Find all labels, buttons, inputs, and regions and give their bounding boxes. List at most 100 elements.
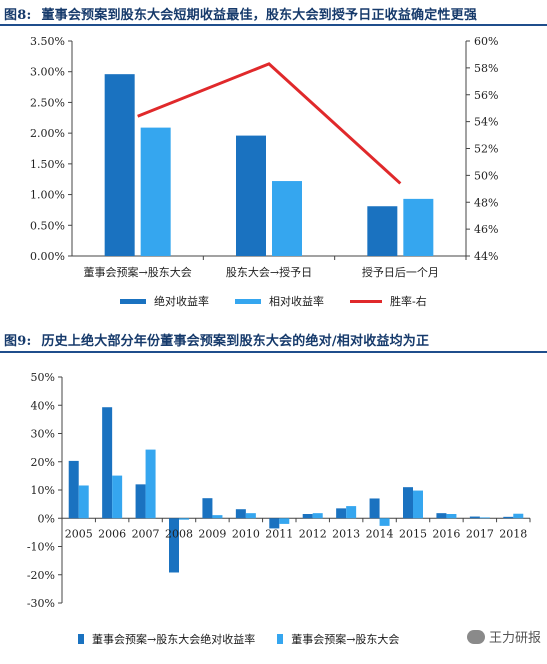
x-tick-label: 2013 bbox=[332, 527, 360, 540]
x-tick-label: 2015 bbox=[399, 527, 427, 540]
bar-relative-return bbox=[479, 517, 490, 519]
legend-rel-label: 相对收益率 bbox=[269, 295, 324, 308]
y-left-tick-label: 2.50% bbox=[30, 96, 65, 109]
watermark-text: 王力研报 bbox=[488, 631, 541, 646]
bar-absolute-return bbox=[403, 487, 413, 519]
bar-relative-return bbox=[312, 513, 323, 519]
bar-relative-return bbox=[379, 518, 390, 526]
bar-absolute-return bbox=[436, 513, 447, 519]
y-right-tick-label: 50% bbox=[474, 169, 498, 182]
y-left-tick-label: 3.00% bbox=[30, 66, 65, 79]
y-tick-label: -20% bbox=[27, 569, 55, 582]
y-right-tick-label: 60% bbox=[474, 35, 498, 48]
bar-absolute-return bbox=[104, 74, 135, 256]
bar-relative-return bbox=[413, 490, 423, 519]
bar-relative-return bbox=[272, 181, 302, 256]
figure9-number: 图9: bbox=[4, 334, 32, 349]
bar-relative-return bbox=[78, 485, 89, 519]
y-right-tick-label: 48% bbox=[474, 196, 498, 209]
figure9-legend: 董事会预案→股东大会绝对收益率 董事会预案→股东大会 bbox=[78, 631, 399, 647]
legend9-rel-swatch bbox=[277, 634, 284, 644]
y-tick-label: 0% bbox=[38, 512, 55, 525]
bar-absolute-return bbox=[336, 508, 347, 519]
bar-absolute-return bbox=[269, 518, 280, 529]
bar-relative-return bbox=[179, 518, 189, 520]
x-tick-label: 2010 bbox=[232, 527, 260, 540]
x-tick-label: 2005 bbox=[65, 527, 93, 540]
y-left-tick-label: 0.00% bbox=[30, 250, 65, 263]
y-right-tick-label: 54% bbox=[474, 116, 498, 129]
y-left-tick-label: 3.50% bbox=[30, 35, 65, 48]
bar-relative-return bbox=[346, 506, 357, 519]
x-tick-label: 2011 bbox=[265, 527, 293, 540]
x-tick-label: 2018 bbox=[499, 527, 527, 540]
bar-absolute-return bbox=[235, 509, 246, 519]
bar-relative-return bbox=[245, 513, 256, 519]
wechat-icon bbox=[466, 629, 485, 644]
figure8-title: 图8: 董事会预案到股东大会短期收益最佳，股东大会到授予日正收益确定性更强 bbox=[4, 4, 477, 23]
bar-relative-return bbox=[112, 475, 123, 519]
watermark: 王力研报 bbox=[466, 627, 541, 646]
x-tick-label: 2006 bbox=[98, 527, 126, 540]
x-tick-label: 授予日后一个月 bbox=[362, 265, 439, 279]
bar-absolute-return bbox=[236, 135, 266, 256]
x-tick-label: 2017 bbox=[466, 527, 494, 540]
legend-abs-label: 绝对收益率 bbox=[154, 295, 209, 308]
bar-absolute-return bbox=[169, 518, 179, 573]
figure8-number: 图8: bbox=[4, 8, 32, 23]
legend-win-swatch bbox=[350, 299, 382, 303]
bar-absolute-return bbox=[503, 516, 514, 519]
y-tick-label: -30% bbox=[27, 597, 55, 610]
x-tick-label: 2016 bbox=[432, 527, 460, 540]
x-tick-label: 董事会预案→股东大会 bbox=[84, 265, 192, 279]
y-tick-label: 20% bbox=[31, 456, 55, 469]
figure8-title-rule bbox=[0, 24, 547, 26]
bar-relative-return bbox=[145, 449, 156, 519]
y-right-tick-label: 52% bbox=[474, 143, 498, 156]
y-left-tick-label: 2.00% bbox=[30, 127, 65, 140]
figure8-title-text: 董事会预案到股东大会短期收益最佳，股东大会到授予日正收益确定性更强 bbox=[41, 8, 478, 23]
x-tick-label: 2008 bbox=[165, 527, 193, 540]
y-tick-label: 40% bbox=[31, 399, 55, 412]
bar-absolute-return bbox=[68, 460, 79, 519]
bar-relative-return bbox=[446, 514, 457, 519]
bar-absolute-return bbox=[202, 498, 213, 519]
figure9-title-rule bbox=[0, 351, 547, 353]
bar-absolute-return bbox=[469, 516, 480, 519]
bar-absolute-return bbox=[367, 206, 398, 256]
y-tick-label: 50% bbox=[31, 371, 55, 384]
bar-relative-return bbox=[513, 513, 524, 519]
figure8-legend: 绝对收益率 相对收益率 胜率-右 bbox=[120, 293, 427, 309]
x-tick-label: 股东大会→授予日 bbox=[226, 265, 312, 279]
bar-relative-return bbox=[279, 518, 290, 524]
y-right-tick-label: 58% bbox=[474, 62, 498, 75]
figure8-chart: 0.00% 0.50% 1.00% 1.50% 2.00% 2.50% 3.00% 3.50%… bbox=[30, 35, 498, 279]
x-tick-label: 2014 bbox=[366, 527, 394, 540]
y-tick-label: -10% bbox=[27, 541, 55, 554]
bar-relative-return bbox=[212, 515, 223, 519]
y-tick-label: 30% bbox=[31, 428, 55, 441]
x-tick-label: 2007 bbox=[132, 527, 160, 540]
y-left-tick-label: 1.00% bbox=[30, 189, 65, 202]
x-tick-label: 2009 bbox=[198, 527, 226, 540]
y-left-tick-label: 1.50% bbox=[30, 158, 65, 171]
figure9-title: 图9: 历史上绝大部分年份董事会预案到股东大会的绝对/相对收益均为正 bbox=[4, 330, 429, 349]
legend-abs-swatch bbox=[120, 298, 146, 304]
legend-rel-swatch bbox=[235, 298, 261, 304]
y-tick-label: 10% bbox=[31, 484, 55, 497]
y-right-tick-label: 44% bbox=[474, 250, 498, 263]
win-rate-line bbox=[137, 62, 402, 185]
bar-absolute-return bbox=[102, 407, 113, 519]
x-tick-label: 2012 bbox=[299, 527, 327, 540]
bar-relative-return bbox=[140, 127, 171, 256]
figure9-chart: -30% -20% -10% 0% 10% 20% 30% 40% 50% 2005 2006 200… bbox=[27, 371, 531, 610]
legend9-abs-label: 董事会预案→股东大会绝对收益率 bbox=[92, 633, 256, 646]
legend9-rel-label: 董事会预案→股东大会 bbox=[291, 633, 400, 646]
legend-win-label: 胜率-右 bbox=[390, 295, 427, 308]
legend9-abs-swatch bbox=[78, 634, 84, 644]
bar-absolute-return bbox=[369, 498, 380, 519]
figure9-title-text: 历史上绝大部分年份董事会预案到股东大会的绝对/相对收益均为正 bbox=[41, 334, 430, 349]
y-right-tick-label: 56% bbox=[474, 89, 498, 102]
bar-relative-return bbox=[403, 198, 434, 256]
bar-absolute-return bbox=[135, 484, 146, 519]
